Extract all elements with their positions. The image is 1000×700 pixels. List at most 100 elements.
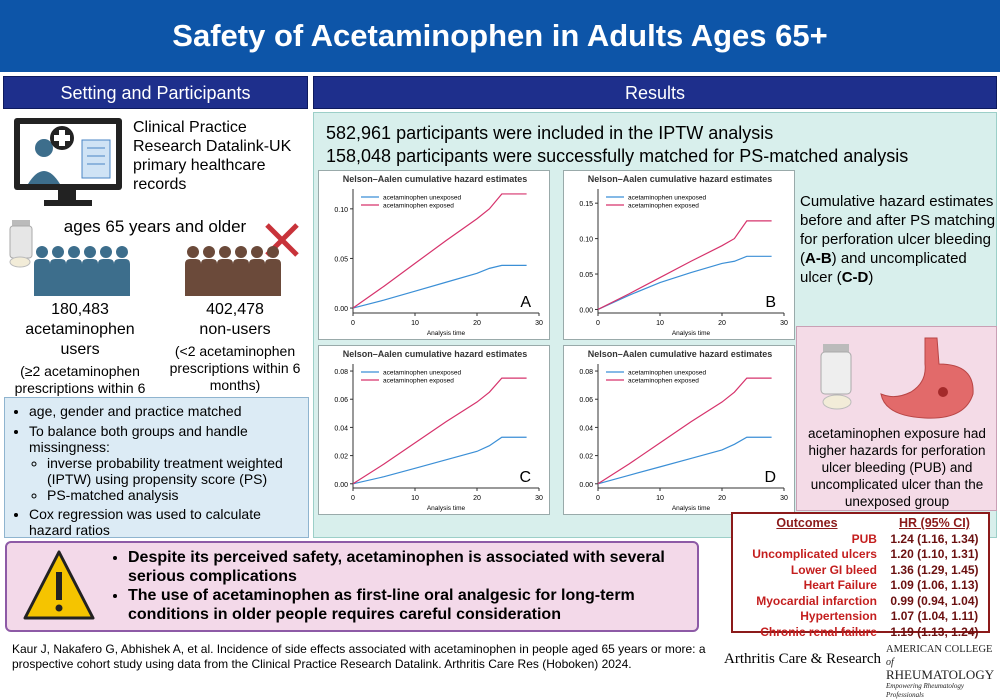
plot: Nelson–Aalen cumulative hazard estimates… xyxy=(563,170,795,340)
legend-label: acetaminophen exposed xyxy=(628,378,699,385)
panel-label: D xyxy=(764,469,776,486)
x-tick-label: 30 xyxy=(535,320,543,327)
summary-line: 158,048 participants were successfully m… xyxy=(326,146,909,166)
caption-bold: C-D xyxy=(841,269,869,286)
series-line xyxy=(597,377,772,485)
bullet: Cox regression was used to calculate haz… xyxy=(29,506,302,538)
y-tick-label: 0.08 xyxy=(334,369,348,376)
bullet: age, gender and practice matched xyxy=(29,403,302,419)
x-tick-label: 30 xyxy=(535,495,543,502)
x-tick-label: 0 xyxy=(351,320,355,327)
x-axis-label: Analysis time xyxy=(427,330,466,337)
sub-bullet: PS-matched analysis xyxy=(47,487,302,503)
stomach-icon xyxy=(820,337,974,419)
x-axis-label: Analysis time xyxy=(672,505,711,512)
group-label: acetaminophen users xyxy=(25,321,135,358)
y-tick-label: 0.06 xyxy=(579,397,593,404)
legend-label: acetaminophen unexposed xyxy=(628,370,706,377)
table-cell: 1.36 (1.29, 1.45) xyxy=(890,562,979,577)
person-body xyxy=(201,259,217,296)
person-body xyxy=(82,259,98,296)
section-heading: Setting and Participants xyxy=(3,76,308,109)
table-cell: Uncomplicated ulcers xyxy=(752,547,877,561)
table-row: Uncomplicated ulcers 1.20 (1.10, 1.31) xyxy=(733,547,988,563)
results-summary: 582,961 participants were included in th… xyxy=(326,122,908,168)
person-body xyxy=(34,259,50,296)
table-header-row: Outcomes HR (95% CI) xyxy=(733,516,988,532)
table-cell: 1.07 (1.04, 1.11) xyxy=(890,609,979,623)
table-cell: Chronic renal failure xyxy=(760,624,877,639)
publisher-line: AMERICAN COLLEGE xyxy=(886,644,993,655)
y-tick-label: 0.02 xyxy=(334,454,348,461)
y-tick-label: 0.10 xyxy=(579,237,593,244)
conclusion-point: The use of acetaminophen as first-line o… xyxy=(128,586,690,624)
table-row: Lower GI bleed 1.36 (1.29, 1.45) xyxy=(733,563,988,579)
journal: Arthritis Care & Research xyxy=(724,651,882,667)
publisher-line: RHEUMATOLOGY xyxy=(886,667,995,682)
summary-line: 582,961 participants were included in th… xyxy=(326,123,774,143)
legend-label: acetaminophen exposed xyxy=(628,203,699,210)
table-cell: 1.24 (1.16, 1.34) xyxy=(890,531,979,546)
series-line xyxy=(597,436,772,485)
table-cell: Heart Failure xyxy=(803,578,877,592)
y-tick-label: 0.05 xyxy=(579,272,593,279)
stomach-caption: acetaminophen exposure had higher hazard… xyxy=(808,426,986,509)
age-label: ages 65 years and older xyxy=(63,217,247,236)
person-head xyxy=(235,246,247,258)
y-tick-label: 0.15 xyxy=(579,201,593,208)
plot-title: Nelson–Aalen cumulative hazard estimates xyxy=(588,349,773,359)
hr-table: Outcomes HR (95% CI) PUB 1.24 (1.16, 1.34) U… xyxy=(731,512,990,639)
person-head xyxy=(84,246,96,258)
person-head xyxy=(203,246,215,258)
warning-icon xyxy=(23,550,95,620)
x-tick-label: 30 xyxy=(780,320,788,327)
caption-bold: A-B xyxy=(805,250,832,267)
group-count: 180,483 xyxy=(51,301,109,318)
series-line xyxy=(352,193,527,309)
table-header: Outcomes xyxy=(776,516,838,530)
caption-text: ) and uncomplicated ulcer ( xyxy=(800,250,967,286)
plot-title: Nelson–Aalen cumulative hazard estimates xyxy=(588,174,773,184)
plots-caption: Cumulative hazard estimates before and a… xyxy=(800,192,996,287)
group-criteria: (<2 acetaminophen prescriptions within 6… xyxy=(169,343,301,393)
series-line xyxy=(352,436,527,485)
legend-label: acetaminophen exposed xyxy=(383,203,454,210)
legend-label: acetaminophen exposed xyxy=(383,378,454,385)
tagline: Empowering Rheumatology Professionals xyxy=(886,682,964,699)
conclusion-point: Despite its perceived safety, acetaminop… xyxy=(128,548,690,586)
people-icons xyxy=(34,246,281,296)
y-tick-label: 0.08 xyxy=(579,369,593,376)
group-label: non-users xyxy=(199,321,271,338)
pill-bottle-icon xyxy=(9,220,33,268)
sub-bullet: inverse probability treatment weighted (… xyxy=(47,455,302,487)
y-tick-label: 0.00 xyxy=(579,482,593,489)
x-tick-label: 0 xyxy=(596,320,600,327)
x-axis-label: Analysis time xyxy=(672,330,711,337)
group-nonusers: 402,478 non-users (<2 acetaminophen pres… xyxy=(160,300,310,394)
person-head xyxy=(52,246,64,258)
x-tick-label: 20 xyxy=(473,495,481,502)
table-cell: Hypertension xyxy=(800,609,877,623)
x-tick-label: 30 xyxy=(780,495,788,502)
person-body xyxy=(185,259,201,296)
conclusion-points: Despite its perceived safety, acetaminop… xyxy=(110,548,690,624)
person-head xyxy=(36,246,48,258)
caption-text: ) xyxy=(868,269,874,286)
plot-title: Nelson–Aalen cumulative hazard estimates xyxy=(343,349,528,359)
table: Outcomes HR (95% CI) PUB 1.24 (1.16, 1.34) U… xyxy=(733,516,988,640)
panel-label: B xyxy=(765,294,776,311)
table-header: HR (95% CI) xyxy=(899,516,970,530)
page: Safety of Acetaminophen in Adults Ages 6… xyxy=(0,0,1000,680)
group-count: 402,478 xyxy=(206,301,264,318)
header: Safety of Acetaminophen in Adults Ages 6… xyxy=(0,0,1000,72)
y-tick-label: 0.04 xyxy=(334,425,348,432)
table-cell: 1.09 (1.06, 1.13) xyxy=(890,578,979,592)
person-body xyxy=(265,259,281,296)
table-row: Myocardial infarction 0.99 (0.94, 1.04) xyxy=(733,594,988,610)
table-cell: Myocardial infarction xyxy=(756,593,877,608)
table-row: Heart Failure 1.09 (1.06, 1.13) xyxy=(733,578,988,594)
methods-box: age, gender and practice matched To bala… xyxy=(4,397,309,538)
series-line xyxy=(597,220,772,310)
plot: Nelson–Aalen cumulative hazard estimates… xyxy=(318,170,550,340)
table-body: Outcomes HR (95% CI) PUB 1.24 (1.16, 1.34) U… xyxy=(733,516,988,640)
